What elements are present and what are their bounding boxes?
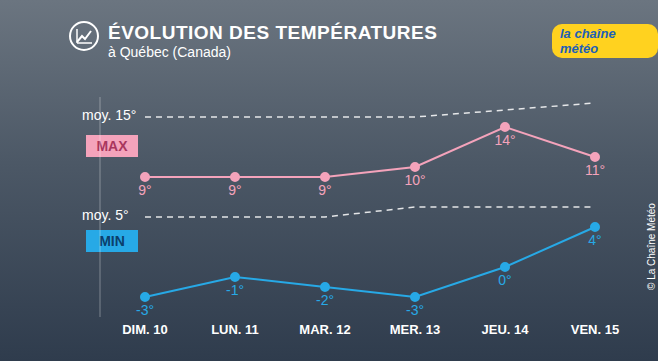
svg-text:VEN. 15: VEN. 15: [571, 322, 619, 337]
svg-text:14°: 14°: [494, 132, 515, 148]
svg-text:0°: 0°: [498, 272, 511, 288]
svg-text:9°: 9°: [228, 182, 241, 198]
svg-text:10°: 10°: [404, 172, 425, 188]
html-text:la chaîne météo: la chaîne météo: [560, 26, 616, 56]
svg-text:11°: 11°: [585, 162, 605, 178]
html-text:MAX: MAX: [96, 138, 128, 154]
svg-text:4°: 4°: [588, 232, 601, 248]
html-text:ÉVOLUTION DES TEMPÉRATURES: ÉVOLUTION DES TEMPÉRATURES: [108, 22, 438, 43]
html-text:à Québec (Canada): à Québec (Canada): [108, 44, 231, 60]
html-text:MIN: MIN: [99, 233, 125, 249]
svg-text:MAR. 12: MAR. 12: [299, 322, 350, 337]
svg-text:MER. 13: MER. 13: [390, 322, 441, 337]
html-text:moy. 5°: moy. 5°: [82, 207, 129, 223]
html-text:© La Chaîne Météo: © La Chaîne Météo: [646, 203, 657, 290]
svg-text:-3°: -3°: [406, 302, 424, 318]
svg-text:JEU. 14: JEU. 14: [482, 322, 530, 337]
html-text:moy. 15°: moy. 15°: [82, 107, 137, 123]
svg-text:-3°: -3°: [136, 302, 154, 318]
svg-text:LUN. 11: LUN. 11: [211, 322, 259, 337]
svg-text:-1°: -1°: [226, 282, 244, 298]
svg-text:9°: 9°: [138, 182, 151, 198]
svg-text:DIM. 10: DIM. 10: [122, 322, 168, 337]
svg-text:-2°: -2°: [316, 292, 334, 308]
svg-text:9°: 9°: [318, 182, 331, 198]
